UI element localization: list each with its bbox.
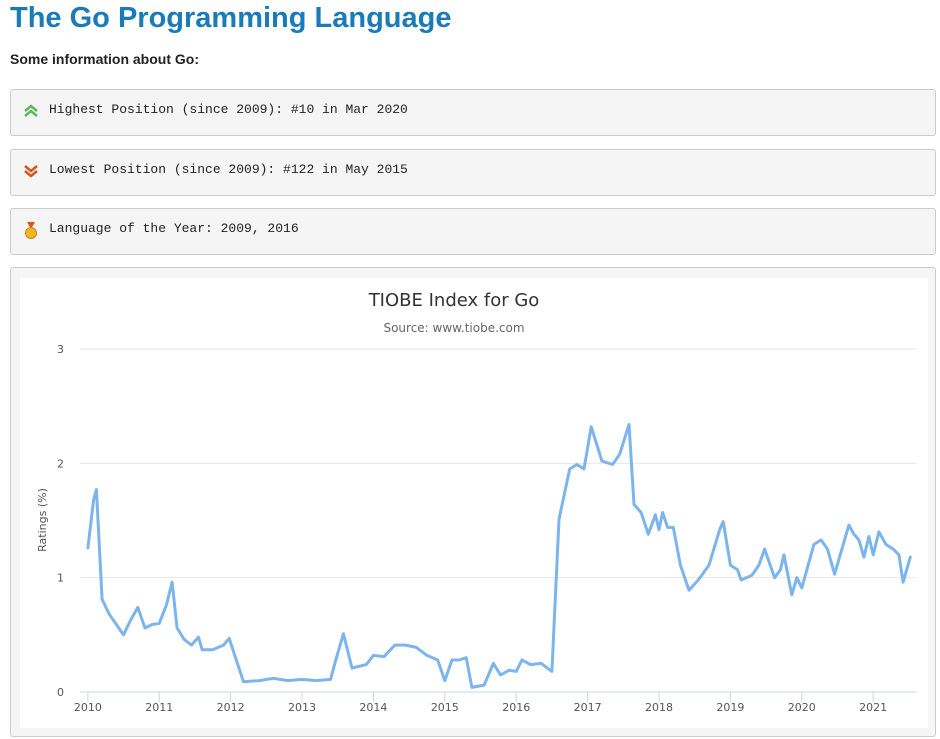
- x-tick-label: 2014: [359, 701, 387, 714]
- info-text: Lowest Position (since 2009): #122 in Ma…: [49, 162, 408, 177]
- down-icon: [24, 165, 38, 178]
- data-line: [86, 423, 912, 689]
- x-tick-label: 2018: [645, 701, 673, 714]
- page-subtitle: Some information about Go:: [10, 51, 199, 67]
- info-box: Lowest Position (since 2009): #122 in Ma…: [10, 149, 936, 196]
- info-text: Highest Position (since 2009): #10 in Ma…: [49, 102, 408, 117]
- info-text: Language of the Year: 2009, 2016: [49, 221, 299, 236]
- x-tick-label: 2011: [145, 701, 173, 714]
- page-title: The Go Programming Language: [10, 2, 452, 34]
- info-box: Language of the Year: 2009, 2016: [10, 208, 936, 255]
- y-tick-label: 3: [57, 343, 64, 356]
- chart-title: TIOBE Index for Go: [368, 290, 540, 311]
- medal-icon: [25, 222, 37, 239]
- x-tick-label: 2016: [502, 701, 530, 714]
- y-axis-label: Ratings (%): [36, 488, 49, 552]
- y-tick-label: 2: [57, 457, 64, 470]
- x-tick-label: 2019: [716, 701, 744, 714]
- y-tick-label: 1: [57, 572, 64, 585]
- x-tick-label: 2013: [288, 701, 316, 714]
- y-tick-label: 0: [57, 686, 64, 699]
- x-tick-label: 2017: [574, 701, 602, 714]
- x-tick-label: 2021: [859, 701, 887, 714]
- x-tick-label: 2020: [788, 701, 816, 714]
- x-tick-label: 2012: [217, 701, 245, 714]
- info-box: Highest Position (since 2009): #10 in Ma…: [10, 89, 936, 136]
- x-tick-label: 2010: [74, 701, 102, 714]
- chart-area: [20, 278, 928, 728]
- chart-subtitle: Source: www.tiobe.com: [383, 321, 524, 335]
- up-icon: [24, 104, 38, 117]
- x-tick-label: 2015: [431, 701, 459, 714]
